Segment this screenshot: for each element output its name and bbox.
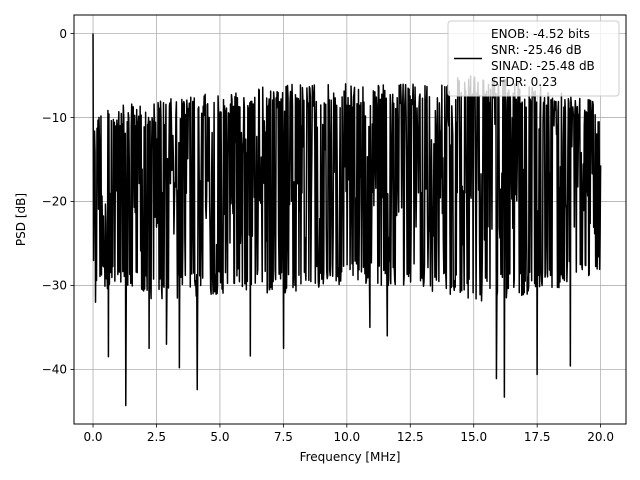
legend-text-enob: ENOB: -4.52 bits [491, 27, 590, 41]
legend: ENOB: -4.52 bits SNR: -25.46 dB SINAD: -… [447, 20, 620, 97]
legend-text-snr: SNR: -25.46 dB [491, 43, 582, 57]
y-tick-label: −40 [42, 363, 67, 377]
y-axis-label: PSD [dB] [14, 193, 28, 246]
x-tick-label: 10.0 [333, 430, 360, 444]
x-tick-label: 15.0 [460, 430, 487, 444]
x-tick-label: 5.0 [210, 430, 229, 444]
legend-text-sinad: SINAD: -25.48 dB [491, 59, 595, 73]
series-layer [92, 33, 602, 407]
x-tick-label: 20.0 [587, 430, 614, 444]
psd-series-line [92, 33, 602, 407]
legend-text-sfdr: SFDR: 0.23 [491, 75, 557, 89]
tick-layer: 0.0 2.5 5.0 7.5 10.0 12.5 15.0 17.5 20.0 0 −10 −20 −… [42, 27, 614, 444]
y-tick-label: 0 [59, 27, 67, 41]
y-tick-label: −30 [42, 279, 67, 293]
y-tick-label: −10 [42, 111, 67, 125]
legend-box [447, 20, 620, 97]
x-tick-label: 2.5 [147, 430, 166, 444]
x-tick-label: 12.5 [397, 430, 424, 444]
x-axis-label: Frequency [MHz] [300, 450, 401, 464]
y-tick-label: −20 [42, 195, 67, 209]
x-tick-label: 17.5 [524, 430, 551, 444]
axes-frame [73, 14, 627, 425]
x-tick-label: 0.0 [83, 430, 102, 444]
x-tick-label: 7.5 [274, 430, 293, 444]
